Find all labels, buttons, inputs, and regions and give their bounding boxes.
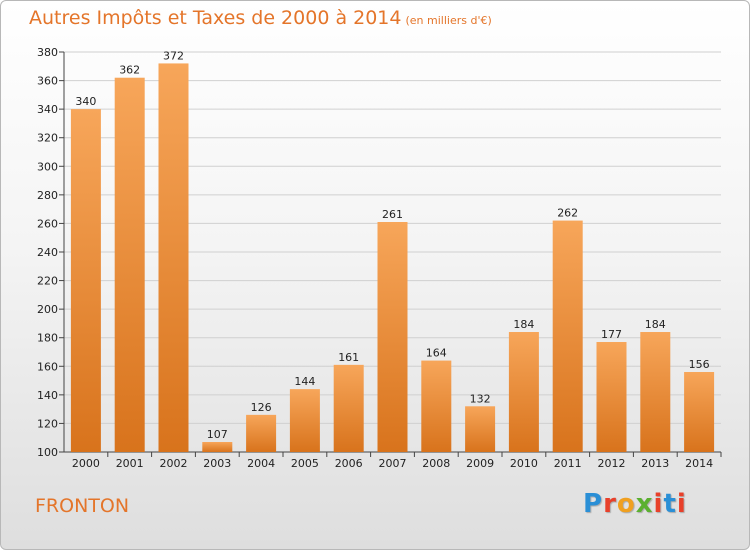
bar	[202, 442, 233, 452]
place-name: FRONTON	[35, 495, 130, 517]
bar	[114, 77, 145, 452]
data-label: 156	[689, 358, 710, 371]
data-label: 126	[251, 401, 272, 414]
x-tick-label: 2004	[247, 457, 275, 470]
x-tick-label: 2014	[685, 457, 713, 470]
x-tick-label: 2006	[335, 457, 363, 470]
y-tick-label: 100	[37, 446, 58, 459]
data-label: 164	[426, 347, 447, 360]
y-tick-label: 140	[37, 389, 58, 402]
logo-letter: x	[635, 489, 654, 519]
bar	[70, 109, 101, 453]
y-tick-label: 200	[37, 303, 58, 316]
bar	[246, 414, 277, 452]
x-tick-label: 2009	[466, 457, 494, 470]
logo-letter: i	[653, 489, 664, 519]
bar	[552, 220, 583, 452]
chart-unit: (en milliers d'€)	[405, 14, 492, 27]
logo-letter: i	[676, 489, 687, 519]
data-label: 144	[294, 375, 315, 388]
bar	[684, 372, 715, 452]
bar	[377, 222, 408, 452]
y-tick-label: 320	[37, 132, 58, 145]
bar	[421, 360, 452, 452]
x-tick-label: 2002	[160, 457, 188, 470]
data-label: 107	[207, 428, 228, 441]
y-tick-label: 160	[37, 360, 58, 373]
x-tick-label: 2007	[379, 457, 407, 470]
x-tick-label: 2011	[554, 457, 582, 470]
data-label: 261	[382, 208, 403, 221]
y-tick-label: 380	[37, 46, 58, 59]
bar	[333, 364, 364, 452]
x-tick-label: 2010	[510, 457, 538, 470]
chart-title-text: Autres Impôts et Taxes de 2000 à 2014	[29, 7, 402, 29]
data-label: 177	[601, 328, 622, 341]
y-tick-label: 260	[37, 217, 58, 230]
y-tick-label: 360	[37, 75, 58, 88]
proxiti-logo: Proxiti	[583, 489, 687, 519]
logo-letter: r	[603, 489, 617, 519]
x-tick-label: 2003	[203, 457, 231, 470]
bar	[465, 406, 496, 452]
bar	[640, 332, 671, 452]
y-tick-label: 300	[37, 160, 58, 173]
bar	[289, 389, 320, 452]
data-label: 262	[557, 207, 578, 220]
logo-letter: t	[663, 489, 677, 519]
y-tick-label: 240	[37, 246, 58, 259]
x-tick-label: 2012	[598, 457, 626, 470]
x-tick-label: 2008	[422, 457, 450, 470]
bar	[158, 63, 189, 453]
y-tick-label: 180	[37, 332, 58, 345]
logo-letter: o	[616, 489, 636, 519]
data-label: 362	[119, 64, 140, 77]
x-tick-label: 2013	[641, 457, 669, 470]
bar	[508, 332, 539, 452]
y-tick-label: 280	[37, 189, 58, 202]
data-label: 132	[470, 392, 491, 405]
data-label: 372	[163, 49, 184, 62]
y-tick-label: 220	[37, 275, 58, 288]
y-tick-label: 120	[37, 417, 58, 430]
logo-letter: P	[583, 489, 604, 519]
data-label: 184	[645, 318, 666, 331]
y-tick-label: 340	[37, 103, 58, 116]
data-label: 340	[75, 95, 96, 108]
bar	[596, 342, 627, 452]
data-label: 184	[513, 318, 534, 331]
x-tick-label: 2000	[72, 457, 100, 470]
data-label: 161	[338, 351, 359, 364]
x-tick-label: 2001	[116, 457, 144, 470]
x-tick-label: 2005	[291, 457, 319, 470]
chart-title: Autres Impôts et Taxes de 2000 à 2014 (en…	[29, 7, 492, 29]
